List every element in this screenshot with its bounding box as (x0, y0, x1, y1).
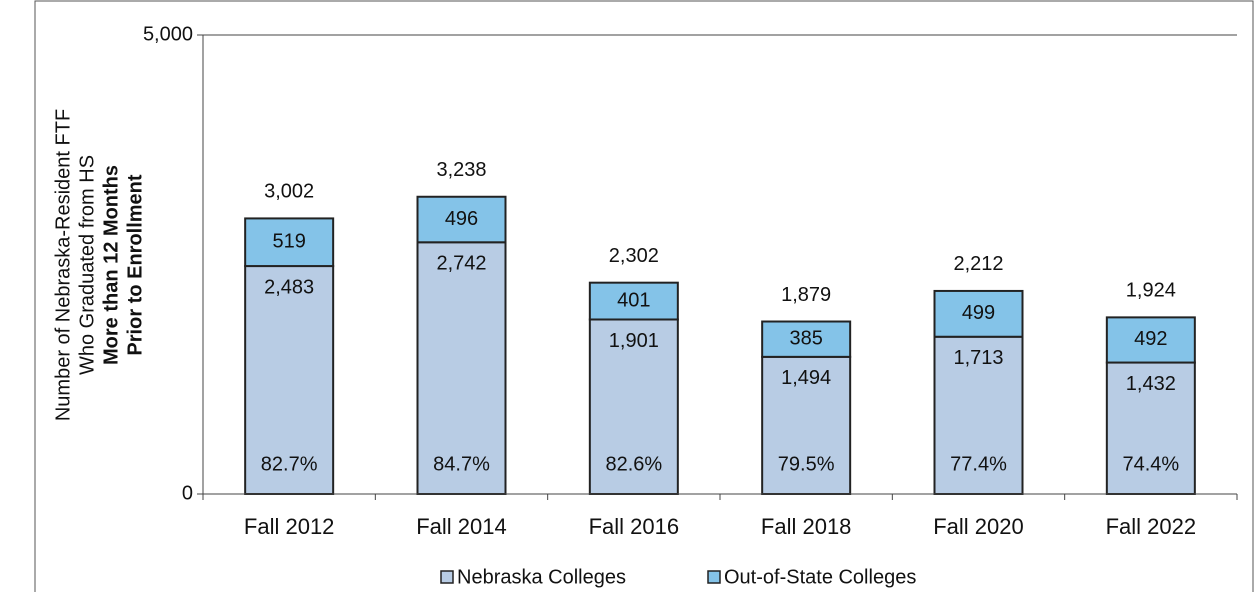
data-label: 499 (962, 302, 995, 324)
data-label: 2,742 (436, 253, 486, 275)
total-label: 2,302 (609, 245, 659, 267)
share-label: 84.7% (433, 453, 490, 475)
x-tick-label: Fall 2020 (933, 514, 1024, 539)
data-label: 496 (445, 208, 478, 230)
bar-segment (1105, 316, 1196, 364)
x-tick-label: Fall 2014 (416, 514, 507, 539)
legend-label: Out-of-State Colleges (724, 566, 916, 588)
share-label: 82.7% (261, 453, 318, 475)
data-label: 401 (617, 289, 650, 311)
bar-segment (244, 217, 335, 268)
chart-frame (34, 0, 1254, 592)
bar-segment (416, 195, 507, 244)
legend-label: Nebraska Colleges (457, 566, 626, 588)
share-label: 79.5% (778, 453, 835, 475)
y-axis-title-line: Who Graduated from HS (76, 155, 98, 375)
y-axis-title: Number of Nebraska-Resident FTF Who Grad… (52, 109, 146, 421)
bar-segment (933, 335, 1024, 496)
y-axis-title-line: Number of Nebraska-Resident FTF (52, 109, 74, 421)
data-label: 385 (789, 327, 822, 349)
data-label: 492 (1134, 328, 1167, 350)
data-label: 1,432 (1126, 373, 1176, 395)
total-label: 1,924 (1126, 280, 1176, 302)
x-tick-label: Fall 2022 (1106, 514, 1197, 539)
share-label: 77.4% (950, 453, 1007, 475)
legend-swatch (707, 570, 721, 584)
y-axis-title-line: More than 12 Months (100, 165, 122, 365)
bar-segment (1105, 361, 1196, 495)
data-label: 1,901 (609, 330, 659, 352)
x-tick-label: Fall 2016 (589, 514, 680, 539)
share-label: 74.4% (1122, 453, 1179, 475)
total-label: 3,238 (436, 159, 486, 181)
bar-segment (761, 355, 852, 495)
data-label: 519 (272, 231, 305, 253)
total-label: 2,212 (953, 253, 1003, 275)
data-label: 1,713 (953, 347, 1003, 369)
data-label: 2,483 (264, 276, 314, 298)
x-tick-label: Fall 2012 (244, 514, 335, 539)
legend-swatch (440, 570, 454, 584)
x-tick-label: Fall 2018 (761, 514, 852, 539)
y-axis-title-line: Prior to Enrollment (124, 174, 146, 355)
total-label: 3,002 (264, 181, 314, 203)
y-tick-label: 5,000 (143, 23, 193, 45)
total-label: 1,879 (781, 284, 831, 306)
bar-segment (933, 289, 1024, 338)
data-label: 1,494 (781, 367, 831, 389)
bar-segment (761, 320, 852, 358)
y-tick-label: 0 (182, 482, 193, 504)
bar-segment (416, 241, 507, 495)
bar-segment (588, 281, 679, 321)
share-label: 82.6% (605, 453, 662, 475)
